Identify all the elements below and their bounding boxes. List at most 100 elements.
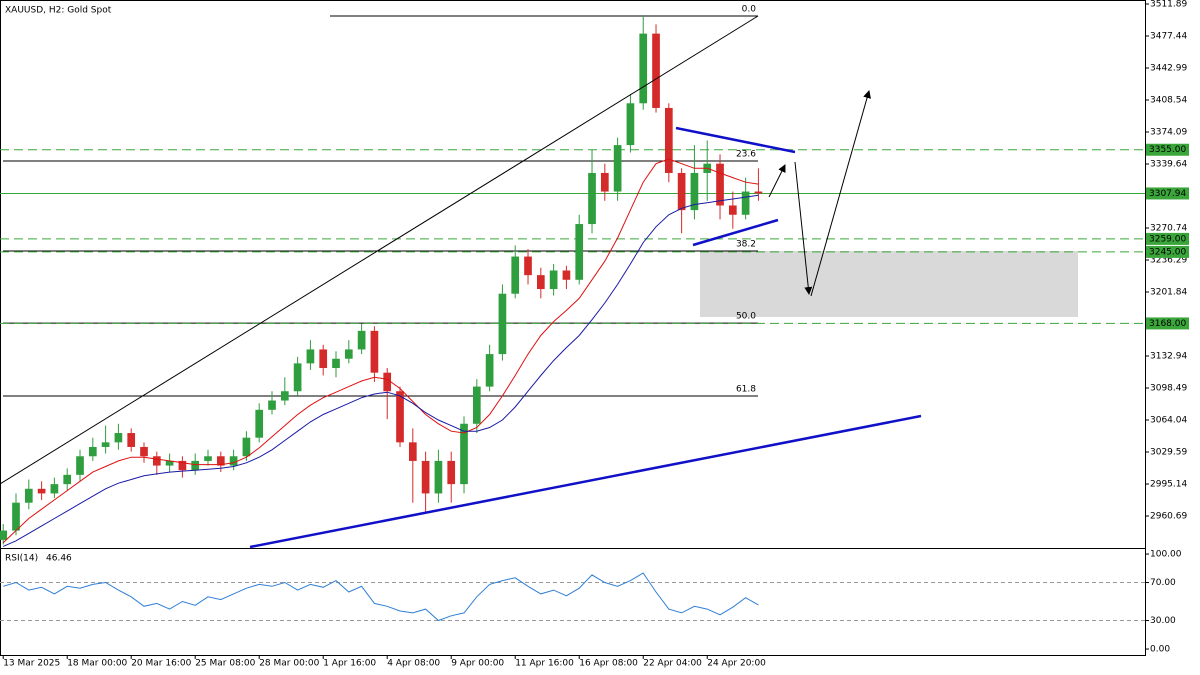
x-tick-label: 16 Apr 08:00 [579,659,638,669]
y-tick-label: 3408.54 [1150,96,1187,106]
moving-average [2,194,759,547]
x-tick-label: 24 Apr 20:00 [707,659,766,669]
candle-body [293,363,302,392]
candle-body [639,33,648,104]
candle-body [677,172,686,211]
candle-body [434,460,443,494]
candle-body [600,172,609,192]
candle-body [472,386,481,424]
price-level-box [1146,245,1189,258]
candle-body [0,530,8,540]
price-level-label: 3355.00 [1149,145,1186,155]
x-tick-label: 9 Apr 00:00 [451,659,504,669]
candle-body [319,349,328,369]
candle-body [76,456,84,475]
fib-label: 50.0 [736,312,756,322]
annotations [0,15,922,549]
fib-label: 38.2 [736,239,756,249]
rsi-tick-label: 0.00 [1150,645,1170,655]
candle-body [421,460,430,494]
candle-body [588,172,596,225]
candle-body [498,293,507,355]
x-tick-label: 1 Apr 16:00 [323,659,376,669]
candle-body [178,460,187,471]
triangle-bottom [692,218,779,247]
x-tick-label: 28 Mar 00:00 [259,659,319,669]
candle-body [460,423,468,485]
x-tick-label: 13 Mar 2025 [3,659,60,669]
arrow [794,161,813,295]
candle-body [306,349,315,364]
trend-line [0,15,759,485]
moving-average [2,158,759,544]
candle-body [280,391,289,401]
fib-label: 61.8 [736,384,756,394]
candle-body [549,270,558,290]
y-tick-label: 3442.99 [1150,64,1187,74]
y-tick-label: 3098.49 [1150,384,1187,394]
x-tick-label: 20 Mar 16:00 [131,659,191,669]
candle-body [626,103,635,146]
y-tick-label: 3339.64 [1150,160,1187,170]
candle-body [485,354,494,387]
candle-body [575,224,584,280]
target-zone [700,251,1078,317]
candle-body [88,446,97,457]
y-tick-label: 3511.89 [1150,0,1187,10]
candle-body [396,391,404,443]
candle-body [140,446,148,457]
candle-body [12,502,20,531]
x-tick-label: 22 Apr 04:00 [643,659,702,669]
arrow [768,164,786,198]
candle-body [562,270,571,280]
price-level-label: 3168.00 [1149,319,1186,329]
candle-body [165,460,174,466]
candle-body [716,163,724,206]
candle-body [255,409,264,438]
y-tick-label: 3064.04 [1150,416,1187,426]
candle-body [408,442,417,461]
frame [0,0,1146,656]
y-tick-label: 3236.29 [1150,256,1187,266]
price-level-box [1146,232,1189,245]
y-tick-label: 2960.69 [1150,512,1187,522]
candle-body [242,437,251,457]
price-level-box [1146,187,1189,200]
y-tick-label: 3477.44 [1150,32,1187,42]
candle-body [728,205,737,215]
candle-body [664,107,673,173]
price-level-label: 3245.00 [1149,247,1186,257]
candle-body [191,460,200,471]
candle-body [114,433,123,443]
candle-body [152,456,161,466]
candle-body [613,145,622,192]
y-tick-label: 3270.74 [1150,224,1187,234]
candle-body [511,256,520,294]
y-tick-label: 3201.84 [1150,288,1187,298]
candle-body [101,442,110,447]
y-tick-label: 3029.59 [1150,448,1187,458]
candle-body [741,191,750,215]
price-level-label: 3307.94 [1149,189,1186,199]
candle-body [690,172,699,211]
candle-body [754,191,763,194]
candle-body [127,433,136,447]
y-tick-label: 2995.14 [1150,480,1187,490]
candle-body [229,456,238,466]
price-level-label: 3259.00 [1149,234,1186,244]
x-tick-label: 25 Mar 08:00 [195,659,255,669]
candle-body [652,33,660,108]
candle-body [370,330,379,373]
y-tick-label: 3132.94 [1150,352,1187,362]
price-level-box [1146,143,1189,156]
candle-body [216,456,225,466]
rsi-tick-label: 70.00 [1150,578,1176,588]
price-level-box [1146,317,1189,330]
rsi-tick-label: 30.00 [1150,616,1176,626]
rsi-tick-label: 100.00 [1150,550,1182,560]
triangle-top [675,126,796,154]
x-tick-label: 18 Mar 00:00 [67,659,127,669]
x-tick-label: 11 Apr 16:00 [515,659,574,669]
rsi-value: 46.46 [46,554,72,564]
